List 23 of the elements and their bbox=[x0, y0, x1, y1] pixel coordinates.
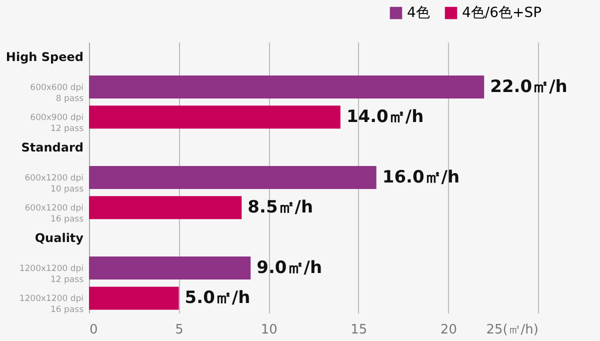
y-tick-label: 1200x1200 dpi 16 pass bbox=[19, 294, 84, 316]
y-tick-label: 1200x1200 dpi 12 pass bbox=[19, 264, 84, 286]
x-tick-label: 20 bbox=[440, 322, 457, 338]
y-tick-label: 600x900 dpi 12 pass bbox=[30, 113, 84, 134]
legend-label: 4色/6色+SP bbox=[462, 5, 542, 21]
y-tick-label: High Speed bbox=[6, 50, 84, 64]
data-label: 5.0㎡/h bbox=[184, 288, 250, 308]
data-label: 9.0㎡/h bbox=[256, 258, 322, 278]
y-tick-label: Standard bbox=[21, 140, 84, 154]
y-tick-label: 600x1200 dpi 10 pass bbox=[24, 174, 84, 194]
data-label: 14.0㎡/h bbox=[346, 107, 424, 128]
y-tick-label: Quality bbox=[34, 230, 84, 245]
y-tick-label: 600x600 dpi 8 pass bbox=[30, 82, 84, 104]
x-tick-label: 5 bbox=[175, 322, 184, 338]
x-tick-label: 10 bbox=[260, 322, 278, 338]
x-tick-label: 0 bbox=[90, 322, 98, 338]
y-tick-label: 600x1200 dpi 16 pass bbox=[24, 204, 84, 225]
legend-label: 4色 bbox=[407, 5, 430, 21]
data-label: 22.0㎡/h bbox=[490, 76, 568, 97]
data-label: 16.0㎡/h bbox=[382, 168, 460, 188]
data-label: 8.5㎡/h bbox=[248, 198, 314, 218]
x-tick-label: 25(㎡/h) bbox=[486, 322, 538, 338]
x-tick-label: 15 bbox=[350, 322, 368, 338]
